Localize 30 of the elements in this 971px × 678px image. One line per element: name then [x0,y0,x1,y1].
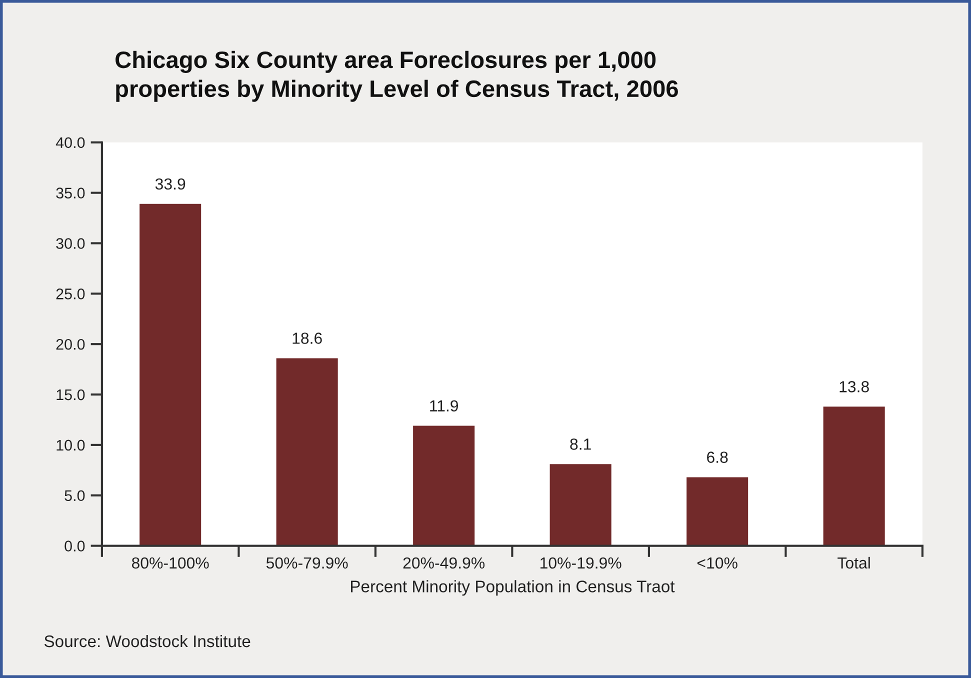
bar [550,464,612,546]
data-label: 8.1 [570,438,591,450]
x-axis-title: Percent Minority Population in Census Traot [350,580,675,596]
y-tick-label: 0.0 [64,540,85,552]
source-note: Source: Woodstock Institute [44,634,250,648]
y-tick-label: 40.0 [56,137,85,148]
y-tick-label: 15.0 [56,389,85,400]
y-tick-label: 10.0 [56,440,85,451]
y-tick-label: 35.0 [56,188,85,198]
chart-title: Chicago Six County area Foreclosures per 1,000 properties by Minority Level of Census Tract, 2006 [116,50,678,102]
data-label: 6.8 [707,452,728,463]
bar [140,204,202,546]
y-tick-label: 25.0 [56,288,85,300]
x-tick-label: 20%-49.9% [403,557,485,569]
bar [413,426,475,546]
bar [276,358,338,546]
bar [823,406,885,546]
x-tick-label: <10% [697,557,738,569]
bar [686,477,748,546]
x-tick-label: 80%-100% [132,557,209,569]
y-tick-label: 20.0 [56,338,85,350]
data-label: 33.9 [155,178,186,190]
y-tick-label: 30.0 [56,238,85,249]
y-tick-label: 5.0 [64,490,85,502]
x-tick-label: Total [838,556,870,569]
x-tick-label: 50%-79.9% [266,557,348,569]
x-tick-label: 10%-19.9% [540,557,622,569]
data-label: 13.8 [840,381,869,392]
data-label: 11.9 [430,400,458,412]
data-label: 18.6 [292,332,322,344]
